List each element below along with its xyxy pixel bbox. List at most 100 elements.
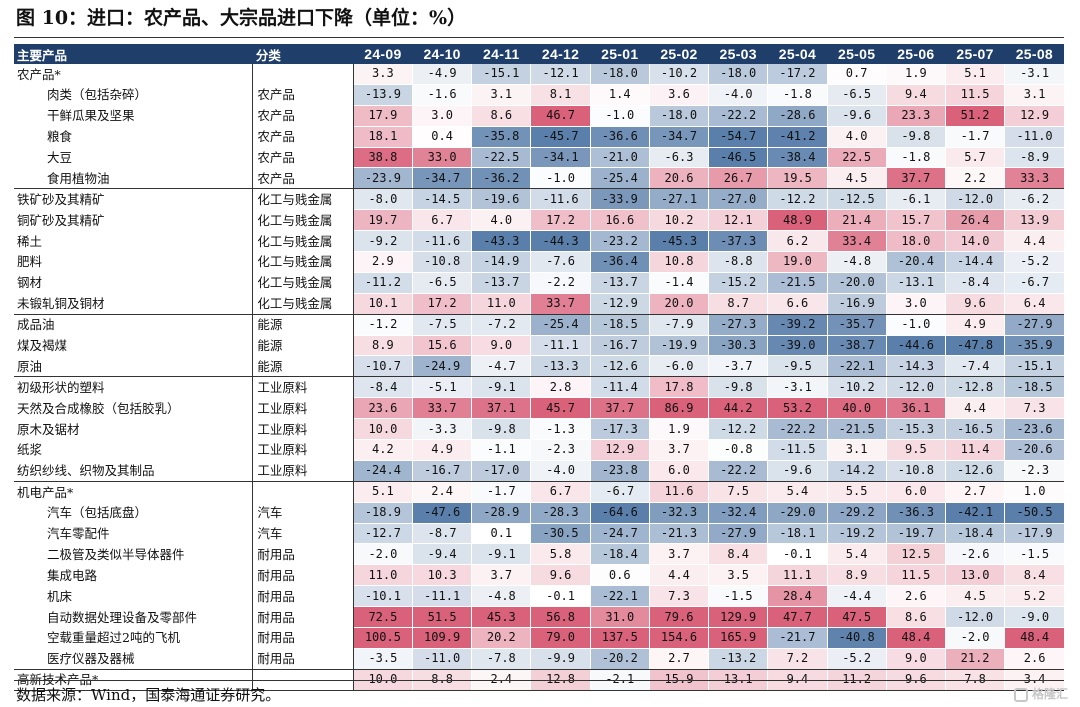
value-cell: -1.8 [767, 84, 828, 106]
value-cell: -8.4 [352, 376, 413, 399]
value-cell: -21.5 [767, 272, 828, 294]
value-cell: -19.6 [471, 188, 531, 211]
product-cell: 铜矿砂及其精矿 [14, 209, 254, 231]
value-cell: -17.9 [1004, 523, 1064, 545]
value-cell: 2.6 [885, 585, 946, 608]
value-cell: 12.1 [708, 209, 768, 232]
value-cell: 8.8 [411, 669, 472, 691]
value-cell: 9.5 [885, 439, 946, 461]
value-cell: -46.5 [708, 147, 768, 169]
value-cell: -19.7 [885, 523, 946, 545]
value-cell: 53.2 [767, 397, 828, 420]
value-cell: 5.4 [826, 543, 887, 566]
table-row: 纺织纱线、织物及其制品 工业原料 -24.4 -16.7 -17.0 -4.0 -23.8 6… [14, 460, 1064, 482]
value-cell: -15.3 [885, 418, 946, 441]
value-cell: 0.1 [471, 523, 531, 545]
value-cell: 13.9 [1004, 209, 1064, 232]
product-cell: 肉类（包括杂碎） [14, 84, 254, 106]
header-product: 主要产品 [14, 44, 253, 64]
value-cell: -2.3 [1004, 460, 1064, 482]
value-cell: -23.8 [589, 460, 650, 482]
value-cell: 17.2 [530, 209, 591, 232]
value-cell: 40.0 [826, 397, 887, 420]
value-cell: 8.7 [708, 293, 768, 315]
value-cell: -37.3 [708, 230, 768, 253]
category-cell: 工业原料 [252, 376, 354, 398]
value-cell: 38.8 [352, 147, 413, 169]
category-cell [252, 64, 354, 85]
value-cell: 6.4 [1004, 293, 1064, 315]
value-cell: -5.2 [826, 648, 887, 670]
value-cell: -40.8 [826, 627, 887, 649]
value-cell: -44.6 [885, 335, 946, 357]
table-row: 集成电路 耐用品 11.0 10.3 3.7 9.6 0.6 4.4 3.5 11.1 8.9 11.… [14, 564, 1064, 587]
value-cell: -14.3 [885, 355, 946, 378]
table-row: 自动数据处理设备及零部件 耐用品 72.5 51.5 45.3 56.8 31.0 79.6 1… [14, 606, 1064, 629]
value-cell: -5.2 [1004, 251, 1064, 273]
value-cell: 37.1 [471, 397, 531, 420]
value-cell: -17.3 [589, 418, 650, 441]
value-cell: -27.0 [708, 188, 768, 211]
value-cell: -9.5 [767, 355, 828, 378]
value-cell: -9.9 [530, 648, 591, 670]
value-cell: -1.6 [411, 84, 472, 106]
product-cell: 稀土 [14, 230, 254, 252]
table-row: 原木及锯材 工业原料 10.0 -3.3 -9.8 -1.3 -17.3 1.9 -12.2 -2… [14, 418, 1064, 441]
import-growth-table: 主要产品 分类 24-09 24-10 24-11 24-12 25-01 25-02 25… [14, 44, 1064, 691]
value-cell: -3.1 [1004, 64, 1064, 85]
value-cell: 11.5 [944, 84, 1005, 106]
value-cell: 19.7 [352, 209, 413, 232]
value-cell: -6.0 [648, 355, 709, 378]
value-cell: 3.1 [1004, 84, 1064, 106]
header-month: 25-03 [708, 44, 768, 64]
table-row: 铁矿砂及其精矿 化工与贱金属 -8.0 -14.5 -19.6 -11.6 -33.9 -27… [14, 188, 1064, 211]
value-cell: -6.7 [589, 481, 650, 503]
value-cell: 6.6 [767, 293, 828, 315]
value-cell: -10.7 [352, 355, 413, 378]
value-cell: 17.8 [648, 376, 709, 399]
value-cell: 3.3 [352, 64, 413, 85]
value-cell: -34.7 [411, 167, 472, 190]
product-cell: 肥料 [14, 251, 254, 273]
value-cell: 47.5 [826, 606, 887, 629]
value-cell: -2.0 [944, 627, 1005, 649]
header-month: 24-10 [412, 44, 472, 64]
product-cell: 汽车（包括底盘） [14, 502, 254, 524]
value-cell: -35.9 [1004, 335, 1064, 357]
value-cell: -27.9 [1004, 314, 1064, 336]
value-cell: 0.7 [826, 64, 887, 85]
category-cell: 耐用品 [252, 606, 354, 628]
value-cell: -19.9 [648, 335, 709, 357]
table-row: 初级形状的塑料 工业原料 -8.4 -5.1 -9.1 2.8 -11.4 17.8 -9.8-… [14, 376, 1064, 399]
value-cell: 12.5 [885, 543, 946, 566]
value-cell: -13.3 [530, 355, 591, 378]
value-cell: -1.0 [589, 105, 650, 127]
value-cell: 12.9 [1004, 105, 1064, 127]
product-cell: 汽车零配件 [14, 523, 254, 544]
value-cell: 33.7 [411, 397, 472, 420]
table-row: 二极管及类似半导体器件 耐用品 -2.0 -9.4 -9.1 5.8 -18.4 3.7 8.4… [14, 543, 1064, 566]
value-cell: -19.2 [826, 523, 887, 545]
value-cell: 5.1 [944, 64, 1005, 85]
value-cell: -7.5 [411, 314, 472, 336]
value-cell: -11.1 [530, 335, 591, 357]
value-cell: 11.4 [944, 439, 1005, 461]
header-month: 24-12 [530, 44, 591, 64]
value-cell: 3.5 [708, 564, 768, 587]
value-cell: 11.0 [352, 564, 413, 587]
value-cell: 48.4 [885, 627, 946, 649]
category-cell: 农产品 [252, 167, 354, 190]
value-cell: -9.1 [471, 543, 531, 566]
value-cell: -9.0 [1004, 606, 1064, 629]
value-cell: -8.7 [411, 523, 472, 545]
category-cell: 工业原料 [252, 397, 354, 419]
value-cell: 23.6 [352, 397, 413, 420]
table-row: 粮食 农产品 18.1 0.4 -35.8 -45.7 -36.6 -34.7 -54.7 -41… [14, 126, 1064, 148]
value-cell: 9.0 [885, 648, 946, 670]
value-cell: -1.0 [885, 314, 946, 336]
category-cell: 农产品 [252, 84, 354, 106]
product-cell: 自动数据处理设备及零部件 [14, 606, 254, 628]
value-cell: -23.9 [352, 167, 413, 190]
value-cell: -1.5 [1004, 543, 1064, 566]
watermark-logo-icon [1013, 688, 1028, 702]
